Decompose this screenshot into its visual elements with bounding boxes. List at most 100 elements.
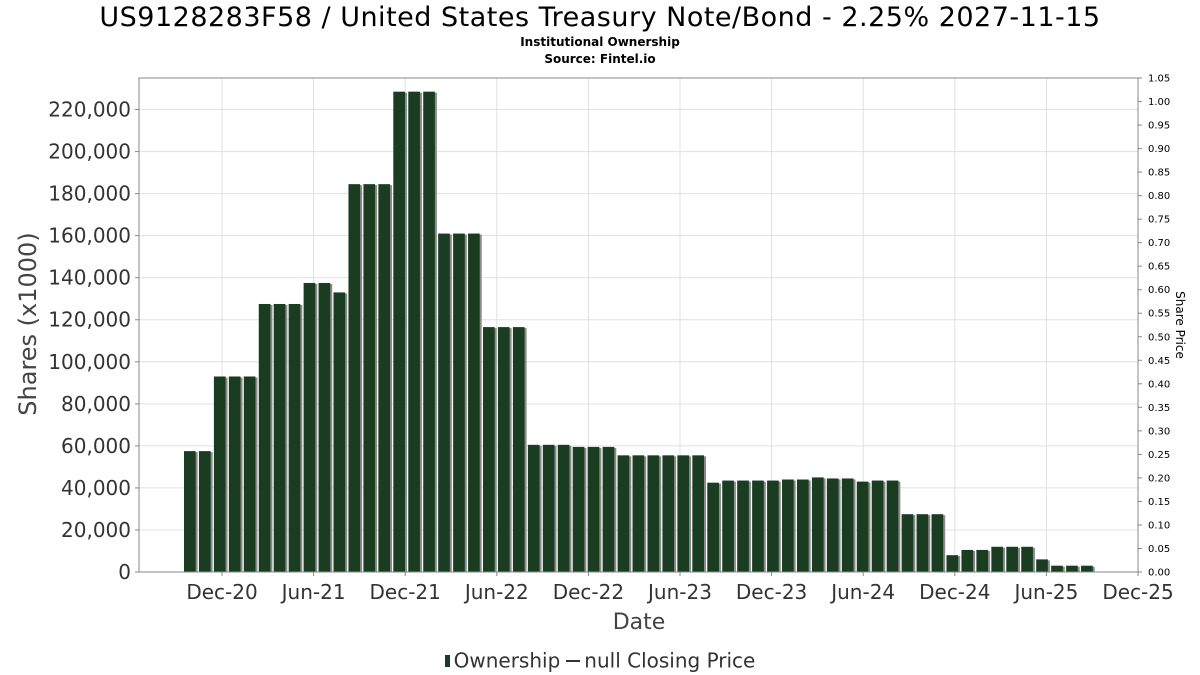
chart-legend: Ownership null Closing Price <box>0 647 1200 673</box>
ownership-bar <box>677 455 690 572</box>
ownership-bar <box>931 514 944 572</box>
y-right-tick-label: 0.05 <box>1148 544 1170 555</box>
ownership-bar <box>1066 565 1078 572</box>
y-right-tick-label: 0.75 <box>1148 215 1170 226</box>
ownership-bar <box>228 376 241 572</box>
ownership-bar <box>841 478 854 572</box>
ownership-bar <box>363 184 376 572</box>
chart-subtitle: Institutional Ownership <box>520 35 680 49</box>
ownership-bar <box>647 455 660 572</box>
y-right-tick-label: 0.80 <box>1148 191 1170 202</box>
y-right-tick-label: 0.35 <box>1148 403 1170 414</box>
ownership-bar <box>976 549 989 572</box>
legend-ownership-swatch <box>444 654 450 667</box>
ownership-bar <box>572 446 585 572</box>
legend-price-swatch <box>566 659 581 662</box>
y-right-tick-label: 0.55 <box>1148 309 1170 320</box>
y-tick-label: 140,000 <box>48 266 131 290</box>
ownership-bar <box>438 233 450 573</box>
ownership-bar <box>198 451 211 572</box>
y-right-tick-label: 0.40 <box>1148 379 1170 390</box>
y-right-tick-label: 0.50 <box>1148 332 1170 343</box>
x-tick-label: Jun-23 <box>646 580 712 604</box>
legend-price-label: null Closing Price <box>584 648 756 673</box>
ownership-bar <box>303 282 316 572</box>
ownership-bar <box>213 376 226 572</box>
y-right-tick-label: 0.15 <box>1148 497 1170 508</box>
ownership-bar <box>333 292 346 572</box>
ownership-bar <box>527 444 540 572</box>
x-tick-label: Dec-24 <box>919 580 990 604</box>
ownership-bar <box>348 184 361 572</box>
ownership-bar <box>1051 565 1063 572</box>
y-right-tick-label: 0.00 <box>1148 568 1170 579</box>
chart-source: Source: Fintel.io <box>544 52 656 66</box>
y-tick-label: 180,000 <box>48 182 131 206</box>
y-tick-label: 160,000 <box>48 224 131 248</box>
x-tick-label: Dec-20 <box>186 580 257 604</box>
ownership-bar <box>483 327 495 572</box>
y-tick-label: 80,000 <box>61 392 131 416</box>
ownership-bar <box>782 479 794 572</box>
y-tick-label: 120,000 <box>48 308 131 332</box>
ownership-bar <box>468 233 480 573</box>
y-right-tick-label: 1.00 <box>1148 97 1170 108</box>
x-tick-label: Jun-25 <box>1012 580 1078 604</box>
ownership-bar <box>871 480 884 572</box>
ownership-bar <box>273 303 286 572</box>
chart-title: US9128283F58 / United States Treasury No… <box>99 2 1101 33</box>
ownership-bar <box>662 455 675 572</box>
x-tick-label: Jun-21 <box>280 580 346 604</box>
x-tick-label: Dec-22 <box>553 580 624 604</box>
grid-lines <box>139 78 1139 572</box>
ownership-bar <box>557 444 570 572</box>
ownership-bar <box>767 480 779 572</box>
y-right-tick-label: 0.90 <box>1148 144 1170 155</box>
y-tick-label: 20,000 <box>61 518 131 542</box>
y-right-tick-label: 0.25 <box>1148 450 1170 461</box>
y-right-tick-label: 0.20 <box>1148 473 1170 484</box>
y-tick-label: 60,000 <box>61 434 131 458</box>
x-tick-label: Jun-24 <box>829 580 895 604</box>
y-right-tick-label: 0.45 <box>1148 356 1170 367</box>
legend-ownership-label: Ownership <box>453 648 561 673</box>
bar-series-ownership <box>184 91 1095 573</box>
x-tick-label: Dec-23 <box>736 580 807 604</box>
x-axis-label: Date <box>613 610 666 635</box>
y-right-tick-label: 0.85 <box>1148 168 1170 179</box>
ownership-bar <box>991 546 1004 572</box>
ownership-bar <box>707 482 719 572</box>
ownership-bar <box>453 233 465 573</box>
ownership-bar <box>587 446 600 572</box>
ownership-bar <box>318 282 331 572</box>
ownership-bar <box>811 477 824 572</box>
ownership-bar <box>796 479 809 572</box>
x-tick-label: Jun-22 <box>463 580 529 604</box>
ownership-bar <box>393 91 405 573</box>
y-axis-right-label: Share Price <box>1173 291 1187 359</box>
ownership-bar <box>1006 546 1018 572</box>
ownership-bar <box>901 514 914 572</box>
ownership-bar <box>378 184 391 572</box>
y-right-tick-label: 0.10 <box>1148 520 1170 531</box>
ownership-bar <box>617 455 630 572</box>
y-axis-label: Shares (x1000) <box>14 232 42 415</box>
ownership-bar <box>916 514 929 572</box>
y-right-tick-label: 0.60 <box>1148 285 1170 296</box>
y-tick-label: 200,000 <box>48 140 131 164</box>
y-right-tick-label: 1.05 <box>1148 74 1170 85</box>
ownership-bar <box>722 480 734 572</box>
ownership-bar <box>856 481 869 572</box>
ownership-bar <box>632 455 645 572</box>
ownership-bar <box>1081 565 1093 572</box>
y-tick-label: 40,000 <box>61 476 131 500</box>
y-right-tick-label: 0.70 <box>1148 238 1170 249</box>
x-tick-label: Dec-21 <box>370 580 441 604</box>
ownership-bar <box>497 327 510 572</box>
x-tick-label: Dec-25 <box>1102 580 1173 604</box>
y-right-tick-label: 0.30 <box>1148 426 1170 437</box>
y-right-tick-label: 0.65 <box>1148 262 1170 273</box>
ownership-bar <box>752 480 764 572</box>
ownership-bar <box>408 91 420 573</box>
